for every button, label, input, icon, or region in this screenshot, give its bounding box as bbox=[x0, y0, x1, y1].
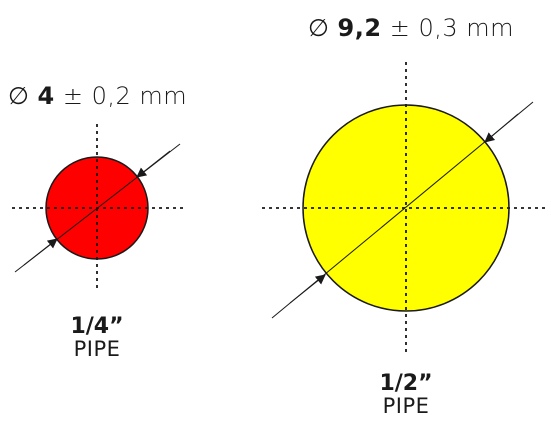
quarter-pipe-diameter-dimension: ∅ 4 ± 0,2 mm bbox=[8, 84, 187, 108]
quarter-pipe-type: PIPE bbox=[73, 337, 121, 362]
half-pipe-arrow-lower bbox=[289, 274, 326, 304]
half-pipe-diameter-dimension: ∅ 9,2 ± 0,3 mm bbox=[308, 16, 514, 40]
quarter-pipe-arrow-upper bbox=[136, 150, 171, 178]
diameter-symbol: ∅ bbox=[308, 14, 330, 42]
quarter-pipe-label: 1/4” PIPE bbox=[47, 315, 147, 360]
half-pipe-label: 1/2” PIPE bbox=[356, 372, 456, 417]
quarter-pipe-diameter-value: 4 bbox=[37, 82, 55, 110]
half-pipe-tolerance: ± 0,3 mm bbox=[389, 14, 514, 42]
half-pipe-arrow-upper bbox=[484, 113, 519, 143]
quarter-pipe-size: 1/4” bbox=[70, 314, 124, 339]
quarter-pipe-tolerance: ± 0,2 mm bbox=[62, 82, 188, 110]
quarter-pipe-arrow-lower bbox=[23, 238, 58, 266]
half-pipe-size: 1/2” bbox=[379, 371, 433, 396]
half-pipe-diameter-value: 9,2 bbox=[337, 14, 382, 42]
quarter-pipe-section bbox=[12, 124, 183, 288]
half-pipe-section bbox=[262, 62, 549, 352]
half-pipe-type: PIPE bbox=[382, 394, 430, 419]
diameter-symbol: ∅ bbox=[8, 82, 30, 110]
